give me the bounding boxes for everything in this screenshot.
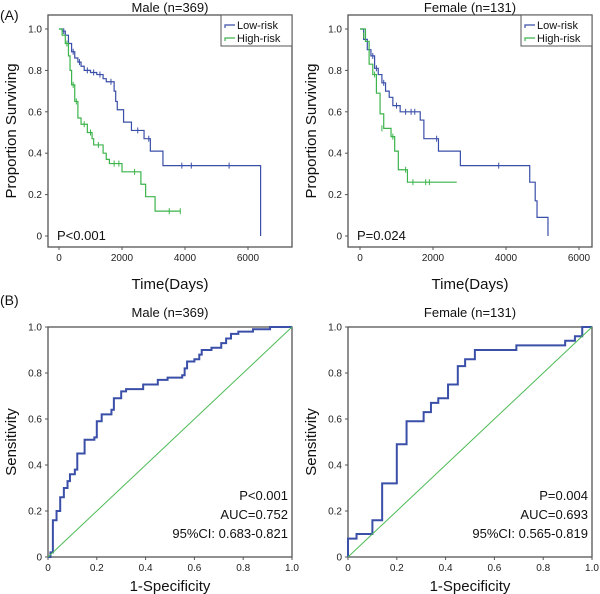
p-value-annotation: P<0.001 <box>57 228 106 243</box>
x-tick-label: 0.2 <box>90 563 104 574</box>
y-axis-label: Sensitivity <box>303 408 320 476</box>
legend-swatch <box>224 24 235 28</box>
x-axis-label: Time(Days) <box>132 276 209 293</box>
annotation: 95%CI: 0.565-0.819 <box>472 526 588 541</box>
x-tick-label: 2000 <box>422 253 445 264</box>
legend-label: Low-risk <box>537 20 578 32</box>
x-axis-label: Time(Days) <box>432 276 509 293</box>
annotation: P=0.004 <box>539 488 588 503</box>
legend-frame <box>520 14 593 47</box>
y-tick-label: 0.6 <box>328 415 342 426</box>
roc-curve <box>347 326 592 557</box>
annotation: AUC=0.752 <box>220 507 288 522</box>
y-tick-label: 1.0 <box>328 25 342 36</box>
y-tick-label: 0.8 <box>328 369 342 380</box>
legend-label: High-risk <box>237 33 281 45</box>
y-tick-label: 0.6 <box>328 107 342 118</box>
y-tick-label: 0.4 <box>28 149 42 160</box>
y-tick-label: 0 <box>336 553 342 564</box>
legend-label: High-risk <box>537 33 581 45</box>
y-tick-label: 0 <box>336 232 342 243</box>
y-tick-label: 0.6 <box>28 415 42 426</box>
y-tick-label: 0.4 <box>328 461 342 472</box>
p-value-annotation: P=0.024 <box>357 228 406 243</box>
x-tick-label: 0.6 <box>487 563 501 574</box>
x-tick-label: 0 <box>357 253 363 264</box>
annotation: P<0.001 <box>239 488 288 503</box>
legend-swatch <box>224 37 235 41</box>
y-tick-label: 0.6 <box>28 107 42 118</box>
y-tick-label: 0.2 <box>328 190 342 201</box>
chart-panel-3: Male (n=369) 1-Specificity Sensitivity 0 0.2… <box>3 305 299 594</box>
x-tick-label: 0 <box>45 563 51 574</box>
chart-title: Male (n=369) <box>132 305 209 320</box>
chart-title: Female (n=131) <box>424 305 516 320</box>
plot-frame <box>347 326 593 558</box>
x-tick-label: 1.0 <box>585 563 599 574</box>
x-tick-label: 1.0 <box>285 563 299 574</box>
diagonal-reference-line <box>47 326 293 558</box>
km-curve-high-risk <box>360 28 457 183</box>
x-tick-label: 6000 <box>568 253 591 264</box>
y-tick-label: 0 <box>36 553 42 564</box>
diagonal-reference-line <box>347 326 593 558</box>
x-axis-label: 1-Specificity <box>130 578 211 594</box>
x-tick-label: 0.2 <box>390 563 404 574</box>
y-axis-label: Proportion Surviving <box>3 63 20 198</box>
chart-panel-2: Female (n=131) Time(Days) Proportion Survi… <box>303 0 593 293</box>
x-tick-label: 0.4 <box>139 563 153 574</box>
x-tick-label: 6000 <box>237 253 260 264</box>
chart-title: Female (n=131) <box>424 0 516 15</box>
legend-label: Low-risk <box>237 20 278 32</box>
y-tick-label: 0.8 <box>28 369 42 380</box>
y-tick-label: 0.4 <box>328 149 342 160</box>
y-tick-label: 0.8 <box>28 66 42 77</box>
x-tick-label: 2000 <box>111 253 134 264</box>
y-tick-label: 0.2 <box>28 507 42 518</box>
legend-frame <box>220 14 293 47</box>
annotation: AUC=0.693 <box>520 507 588 522</box>
y-tick-label: 0 <box>36 232 42 243</box>
y-tick-label: 1.0 <box>28 323 42 334</box>
x-axis-label: 1-Specificity <box>430 578 511 594</box>
y-tick-label: 0.2 <box>328 507 342 518</box>
plot-frame <box>47 326 293 558</box>
chart-title: Male (n=369) <box>132 0 209 15</box>
x-tick-label: 4000 <box>495 253 518 264</box>
y-tick-label: 0.4 <box>28 461 42 472</box>
legend-swatch <box>524 37 535 41</box>
x-tick-label: 0 <box>345 563 351 574</box>
legend-swatch <box>524 24 535 28</box>
plot-frame <box>347 14 593 248</box>
km-curve-low-risk <box>360 28 549 236</box>
x-tick-label: 0.6 <box>187 563 201 574</box>
roc-curve <box>48 326 292 558</box>
x-tick-label: 0.8 <box>536 563 550 574</box>
plot-frame <box>47 14 293 248</box>
x-tick-label: 0.4 <box>439 563 453 574</box>
y-axis-label: Sensitivity <box>3 408 20 476</box>
y-tick-label: 0.8 <box>328 66 342 77</box>
x-tick-label: 0.8 <box>236 563 250 574</box>
x-tick-label: 0 <box>56 253 62 264</box>
y-tick-label: 1.0 <box>328 323 342 334</box>
x-tick-label: 4000 <box>174 253 197 264</box>
y-tick-label: 0.2 <box>28 190 42 201</box>
y-axis-label: Proportion Surviving <box>303 63 320 198</box>
km-curve-high-risk <box>59 28 181 212</box>
y-tick-label: 1.0 <box>28 25 42 36</box>
panel-label-b: (B) <box>0 292 19 308</box>
km-curve-low-risk <box>59 28 262 236</box>
annotation: 95%CI: 0.683-0.821 <box>172 526 288 541</box>
chart-panel-1: Male (n=369) Time(Days) Proportion Survivi… <box>3 0 293 293</box>
panel-label-a: (A) <box>0 7 19 23</box>
